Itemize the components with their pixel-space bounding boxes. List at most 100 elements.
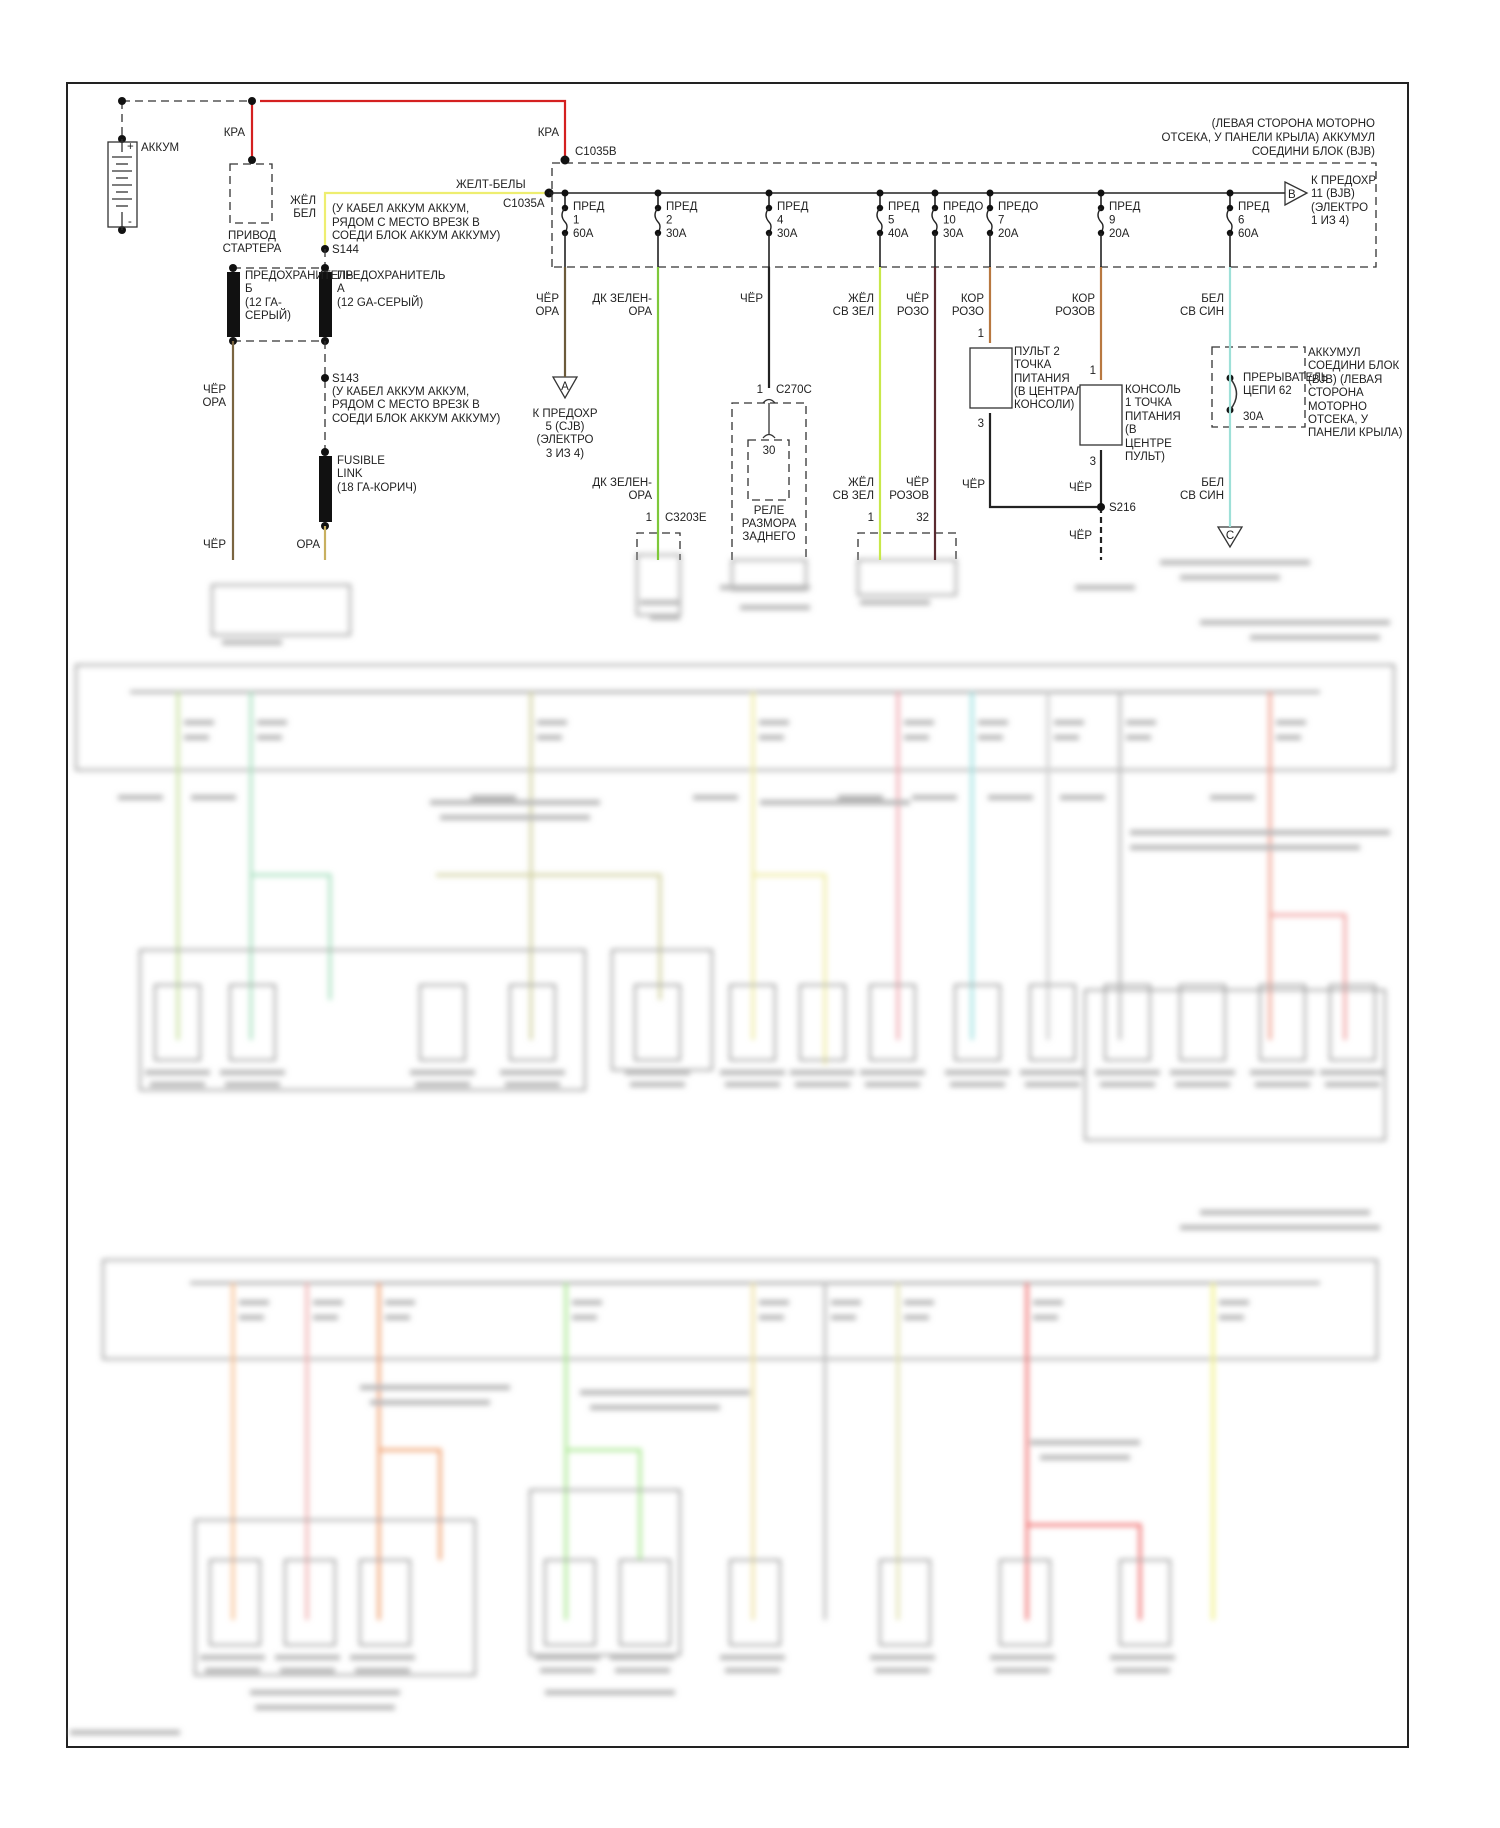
power-point-1-label: (В	[1125, 424, 1137, 436]
power-point-1-box	[1079, 384, 1123, 446]
pin-label: 1	[868, 512, 874, 524]
wire-color-label: ДК ЗЕЛЕН-	[592, 477, 652, 489]
power-point-2-label: (В ЦЕНТРАЛЬН	[1014, 386, 1098, 398]
fuse-icon	[765, 207, 772, 234]
fusible-link-label: LINK	[337, 468, 363, 480]
fuse-icon	[986, 207, 993, 234]
splice-note: СОЕДИ БЛОК АККУМ АККУМУ)	[332, 230, 501, 242]
wire-color-label: БЕЛ	[293, 208, 316, 220]
fuse-num: 5	[888, 215, 894, 227]
fuse-a-icon	[319, 272, 332, 337]
wire-color-label: РОЗО	[952, 306, 984, 318]
to-fuse-11-label: 1 ИЗ 4)	[1311, 215, 1349, 227]
wire-color-label: ЖЕЛТ-БЕЛЫ	[456, 179, 526, 191]
power-point-1-label: 1 ТОЧКА	[1125, 397, 1172, 409]
wire-color-label: ЧЁР	[203, 384, 226, 396]
breaker-location: АККУМУЛ	[1308, 347, 1361, 359]
splice-note: СОЕДИ БЛОК АККУМ АККУМУ)	[332, 413, 501, 425]
wire-color-label: СВ СИН	[1180, 306, 1224, 318]
to-fuse-11-label: 11 (BJB)	[1311, 188, 1355, 200]
starter-label: СТАРТЕРА	[223, 243, 282, 255]
battery: + - АККУМ	[107, 97, 252, 234]
power-point-2-box	[969, 347, 1013, 409]
fuse-a-label: А	[337, 283, 345, 295]
battery-cells-icon	[112, 139, 132, 230]
splice-label: S144	[332, 244, 359, 256]
to-fuse-5-label: 5 (CJB)	[546, 421, 585, 433]
breaker-location: СТОРОНА	[1308, 387, 1364, 399]
connector-c-tag: C	[1226, 530, 1234, 542]
breaker-amps: 30A	[1243, 411, 1264, 423]
fuse-a-label: (12 GA-СЕРЫЙ)	[337, 296, 423, 309]
fuse-amps: 20A	[1109, 228, 1130, 240]
wire-color-label: РОЗО	[897, 306, 929, 318]
wire-color-label: СВ ЗЕЛ	[833, 490, 874, 502]
fuse-b-label: ПРЕДОХРАНИТЕЛЬ	[245, 270, 353, 282]
wire-color-label: ЧЁР	[906, 477, 929, 489]
splice-label: S216	[1109, 502, 1136, 514]
diagram-frame	[66, 82, 1409, 1748]
splice-note: РЯДОМ С МЕСТО ВРЕЗК В	[332, 399, 480, 411]
breaker-label: ПРЕРЫВАТЕЛЬ	[1243, 372, 1328, 384]
wire-color-label: ЧЁР	[203, 539, 226, 551]
wire-color-label: СВ СИН	[1180, 490, 1224, 502]
fuse-icon	[561, 207, 568, 234]
circuit-breaker-icon	[1229, 377, 1238, 411]
pin-label: 3	[1090, 456, 1096, 468]
bjb-location: ОТСЕКА, У ПАНЕЛИ КРЫЛА) АККУМУЛ	[1162, 132, 1375, 144]
fuse-amps: 60A	[573, 228, 594, 240]
wire-color-label: ОРА	[628, 490, 652, 502]
breaker-location: ПАНЕЛИ КРЫЛА)	[1308, 427, 1403, 439]
wire-color-label: РОЗОВ	[889, 490, 929, 502]
wire-color-label: ДК ЗЕЛЕН-	[592, 293, 652, 305]
fuse-amps: 30A	[777, 228, 798, 240]
wire-color-label: БЕЛ	[1201, 477, 1224, 489]
wire-color-label: ЧЁР	[740, 293, 763, 305]
battery-label: АККУМ	[141, 142, 179, 154]
wire-color-label: ЧЁР	[536, 293, 559, 305]
fuse-name: ПРЕД	[573, 201, 605, 213]
fuse-name: ПРЕДО	[998, 201, 1038, 213]
connector-label: C1035B	[575, 146, 617, 158]
starter-wire-label: КРА	[224, 127, 246, 139]
fuse-num: 2	[666, 215, 672, 227]
pin-label: 1	[1090, 365, 1096, 377]
splice-note: РЯДОМ С МЕСТО ВРЕЗК В	[332, 217, 480, 229]
yellow-white-wire	[323, 191, 549, 249]
fuse-b-label: Б	[245, 283, 253, 295]
fusible-link-label: FUSIBLE	[337, 455, 385, 467]
fusible-link-icon	[319, 456, 332, 522]
fuse-icon	[1226, 207, 1233, 234]
fuse-num: 4	[777, 215, 784, 227]
fuse-num: 9	[1109, 215, 1115, 227]
fuse-num: 7	[998, 215, 1004, 227]
fuse-name: ПРЕД	[1238, 201, 1270, 213]
breaker-location: МОТОРНО	[1308, 401, 1367, 413]
to-fuse-5-label: 3 ИЗ 4)	[546, 448, 584, 460]
to-fuse-11-label: К ПРЕДОХР	[1311, 175, 1376, 187]
battery-plus: +	[127, 141, 134, 153]
power-point-2-label: ПУЛЬТ 2	[1014, 346, 1060, 358]
wire-color-label: СВ ЗЕЛ	[833, 306, 874, 318]
breaker-location: ОТСЕКА, У	[1308, 414, 1369, 426]
to-fuse-5-label: К ПРЕДОХР	[532, 408, 597, 420]
wire-color-label: ЧЁР	[1069, 482, 1092, 494]
fusible-link-label: (18 ГА-КОРИЧ)	[337, 482, 417, 494]
blurred-diagram-region	[70, 554, 1395, 1735]
splice-note: (У КАБЕЛ АККУМ АККУМ,	[332, 386, 469, 398]
pin-label: 32	[916, 512, 929, 524]
fuse-amps: 20A	[998, 228, 1019, 240]
fuse-icon	[654, 207, 661, 234]
fuse-amps: 40A	[888, 228, 909, 240]
fuse-name: ПРЕД	[1109, 201, 1141, 213]
relay-label: ЗАДНЕГО	[742, 531, 795, 543]
fuse-amps: 30A	[666, 228, 687, 240]
pin-label: 1	[757, 384, 763, 396]
